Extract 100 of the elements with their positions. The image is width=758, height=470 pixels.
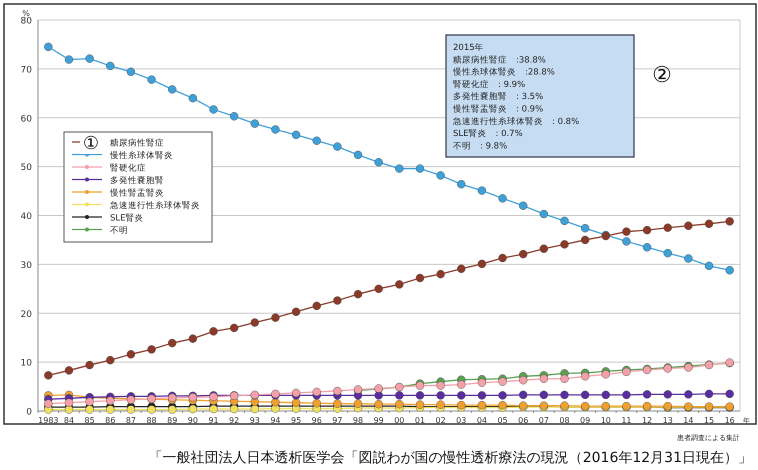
point xyxy=(395,280,404,289)
point xyxy=(725,217,734,226)
x-tick-label: 05 xyxy=(497,416,508,425)
x-tick-label: 95 xyxy=(290,416,302,425)
legend-label: 腎硬化症 xyxy=(110,162,146,174)
point xyxy=(704,262,714,270)
point xyxy=(416,391,424,400)
point xyxy=(312,398,321,408)
annotation: 慢性糸球体腎炎 :28.8% xyxy=(452,66,555,78)
x-tick-label: 12 xyxy=(642,416,652,425)
point xyxy=(498,377,507,386)
legend-label: 多発性嚢胞腎 xyxy=(110,175,164,186)
point xyxy=(478,260,486,268)
point xyxy=(684,390,693,399)
point xyxy=(147,345,156,354)
point xyxy=(457,180,466,188)
x-tick-label: 93 xyxy=(250,416,260,425)
point xyxy=(271,125,280,134)
point xyxy=(664,390,672,399)
x-tick-label: 09 xyxy=(580,416,590,425)
point xyxy=(622,390,631,400)
x-tick-label: 02 xyxy=(436,416,446,425)
x-tick-label: 14 xyxy=(683,416,694,425)
point xyxy=(540,390,548,400)
point xyxy=(436,171,445,180)
point xyxy=(664,224,672,232)
x-tick-label: 04 xyxy=(476,416,488,425)
point xyxy=(704,220,714,228)
point xyxy=(168,85,176,94)
x-tick-label: 96 xyxy=(312,416,322,425)
point xyxy=(436,270,445,278)
point xyxy=(416,274,424,282)
annotation: 多発性嚢胞腎 : 3.5% xyxy=(453,91,544,102)
point xyxy=(209,327,218,336)
y-tick-label: 30 xyxy=(20,260,32,271)
point xyxy=(580,236,590,244)
point xyxy=(725,266,734,274)
legend-label: 不明 xyxy=(110,225,128,236)
x-tick-label: 89 xyxy=(167,416,178,425)
point xyxy=(580,390,590,400)
point xyxy=(395,391,404,400)
point xyxy=(85,405,94,414)
y-tick-label: 60 xyxy=(20,114,32,124)
annotation: 腎硬化症 : 9.9% xyxy=(453,78,526,90)
point xyxy=(188,404,198,414)
point xyxy=(44,399,53,408)
x-tick-label: 00 xyxy=(394,416,404,425)
annotation: ① xyxy=(82,133,100,154)
x-tick-label: 03 xyxy=(456,416,466,425)
y-tick-label: 40 xyxy=(20,212,32,222)
point xyxy=(540,374,548,383)
point xyxy=(271,313,280,322)
annotation: ② xyxy=(652,63,672,88)
x-tick-label: 84 xyxy=(64,416,74,425)
point xyxy=(684,222,693,230)
point xyxy=(64,55,74,64)
point xyxy=(292,388,300,398)
legend-label: 急速進行性糸球体腎炎 xyxy=(109,200,200,211)
point xyxy=(519,250,528,258)
point xyxy=(498,391,507,400)
legend-label: 慢性腎盂腎炎 xyxy=(109,188,164,198)
x-tick-label: 15 xyxy=(704,416,714,425)
point xyxy=(85,398,94,406)
point xyxy=(642,390,652,399)
point xyxy=(147,405,156,414)
x-tick-label: 85 xyxy=(84,416,95,425)
point xyxy=(250,318,259,327)
y-axis-title: % xyxy=(22,9,30,18)
point xyxy=(704,390,714,398)
point xyxy=(188,334,198,343)
x-tick-label: 98 xyxy=(352,416,364,425)
point xyxy=(354,399,362,408)
y-tick-label: 0 xyxy=(26,408,32,418)
point xyxy=(333,386,342,396)
point xyxy=(126,350,136,359)
point xyxy=(292,398,300,407)
point xyxy=(64,366,74,375)
point xyxy=(560,240,569,249)
y-tick-label: 10 xyxy=(20,358,32,369)
legend-label: 糖尿病性腎症 xyxy=(110,138,164,148)
annotation: 2015年 xyxy=(453,42,484,53)
point xyxy=(85,54,94,63)
point xyxy=(126,405,136,414)
point xyxy=(209,105,218,114)
point xyxy=(312,302,321,310)
point xyxy=(354,150,362,160)
point xyxy=(540,244,548,253)
point xyxy=(374,158,383,166)
point xyxy=(168,338,176,348)
point xyxy=(478,378,486,387)
x-tick-label: 88 xyxy=(146,416,157,425)
point xyxy=(126,68,136,76)
point xyxy=(85,360,94,370)
point xyxy=(230,112,238,120)
point xyxy=(44,371,53,380)
point xyxy=(292,130,300,140)
point xyxy=(519,202,528,210)
x-tick-label: 92 xyxy=(229,416,240,425)
x-tick-label: 86 xyxy=(105,416,116,425)
x-tick-label: 97 xyxy=(332,416,342,425)
